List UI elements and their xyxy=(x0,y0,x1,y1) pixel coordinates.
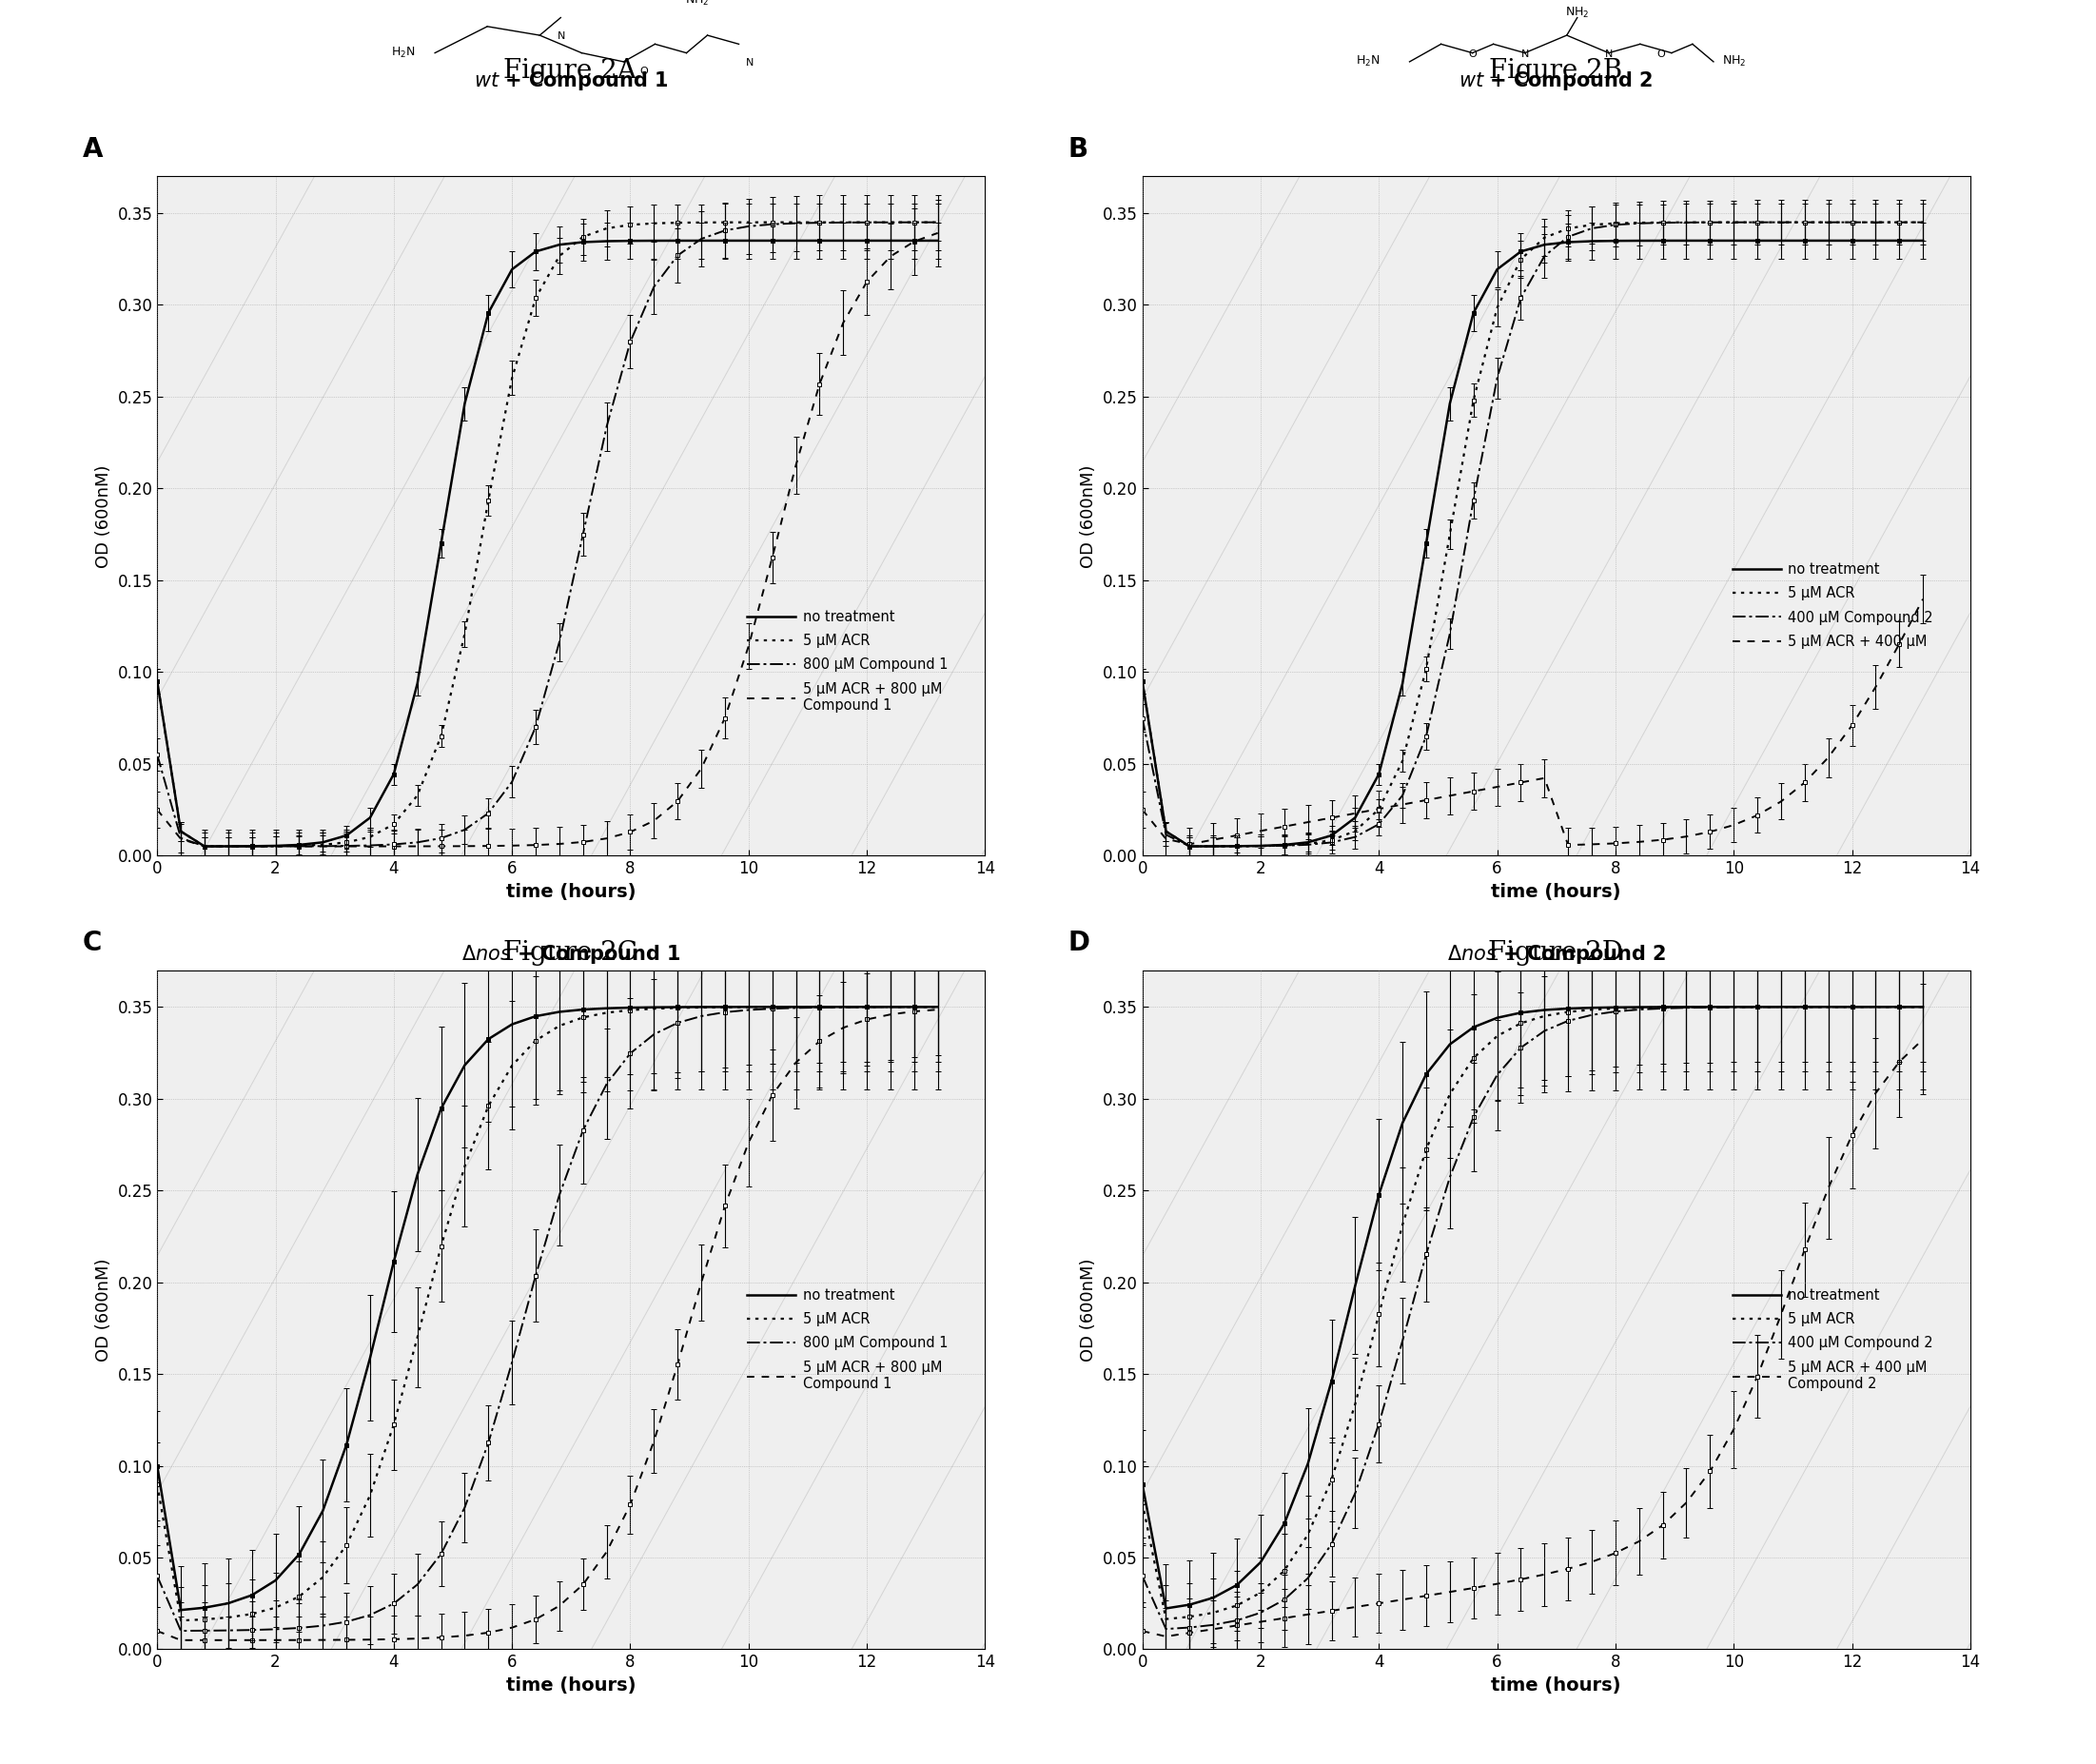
Text: $\rm O$: $\rm O$ xyxy=(1656,48,1666,58)
Text: $\rm NH_2$: $\rm NH_2$ xyxy=(1723,55,1746,69)
Title: $\mathit{wt}$ + Compound 2: $\mathit{wt}$ + Compound 2 xyxy=(1459,69,1654,92)
Title: $\mathit{wt}$ + Compound 1: $\mathit{wt}$ + Compound 1 xyxy=(474,69,669,92)
Title: $\Delta\mathit{nos}$ + Compound 1: $\Delta\mathit{nos}$ + Compound 1 xyxy=(461,942,681,965)
Text: $\rm NH_2$: $\rm NH_2$ xyxy=(685,0,708,7)
Y-axis label: OD (600nM): OD (600nM) xyxy=(1079,464,1098,568)
Legend: no treatment, 5 μM ACR, 400 μM Compound 2, 5 μM ACR + 400 μM
Compound 2: no treatment, 5 μM ACR, 400 μM Compound … xyxy=(1727,1282,1939,1397)
Y-axis label: OD (600nM): OD (600nM) xyxy=(94,464,113,568)
Title: $\Delta\mathit{nos}$ + Compound 2: $\Delta\mathit{nos}$ + Compound 2 xyxy=(1446,942,1666,965)
Legend: no treatment, 5 μM ACR, 800 μM Compound 1, 5 μM ACR + 800 μM
Compound 1: no treatment, 5 μM ACR, 800 μM Compound … xyxy=(742,605,954,718)
X-axis label: time (hours): time (hours) xyxy=(507,1676,635,1695)
X-axis label: time (hours): time (hours) xyxy=(1492,1676,1620,1695)
Text: $\rm NH_2$: $\rm NH_2$ xyxy=(1566,5,1589,19)
Y-axis label: OD (600nM): OD (600nM) xyxy=(94,1258,113,1362)
Text: $\rm N$: $\rm N$ xyxy=(555,30,566,41)
Text: B: B xyxy=(1067,136,1088,162)
Legend: no treatment, 5 μM ACR, 400 μM Compound 2, 5 μM ACR + 400 μM: no treatment, 5 μM ACR, 400 μM Compound … xyxy=(1727,557,1939,654)
X-axis label: time (hours): time (hours) xyxy=(507,882,635,901)
Legend: no treatment, 5 μM ACR, 800 μM Compound 1, 5 μM ACR + 800 μM
Compound 1: no treatment, 5 μM ACR, 800 μM Compound … xyxy=(742,1282,954,1397)
Text: D: D xyxy=(1067,930,1090,956)
X-axis label: time (hours): time (hours) xyxy=(1492,882,1620,901)
Text: C: C xyxy=(82,930,103,956)
Text: $\rm H_2N$: $\rm H_2N$ xyxy=(392,46,415,60)
Text: $\rm N$: $\rm N$ xyxy=(1603,48,1614,58)
Y-axis label: OD (600nM): OD (600nM) xyxy=(1079,1258,1098,1362)
Text: $\rm O$: $\rm O$ xyxy=(1467,48,1478,58)
Text: $\rm N$: $\rm N$ xyxy=(1520,48,1530,58)
Text: Figure 2B: Figure 2B xyxy=(1488,58,1622,83)
Text: Figure 2C: Figure 2C xyxy=(503,940,637,965)
Text: A: A xyxy=(82,136,103,162)
Text: Figure 2A: Figure 2A xyxy=(503,58,637,83)
Text: $\rm O$: $\rm O$ xyxy=(639,65,650,76)
Text: $\rm H_2N$: $\rm H_2N$ xyxy=(1356,55,1379,69)
Text: $\rm N$: $\rm N$ xyxy=(744,56,755,67)
Text: Figure 2D: Figure 2D xyxy=(1488,940,1622,965)
